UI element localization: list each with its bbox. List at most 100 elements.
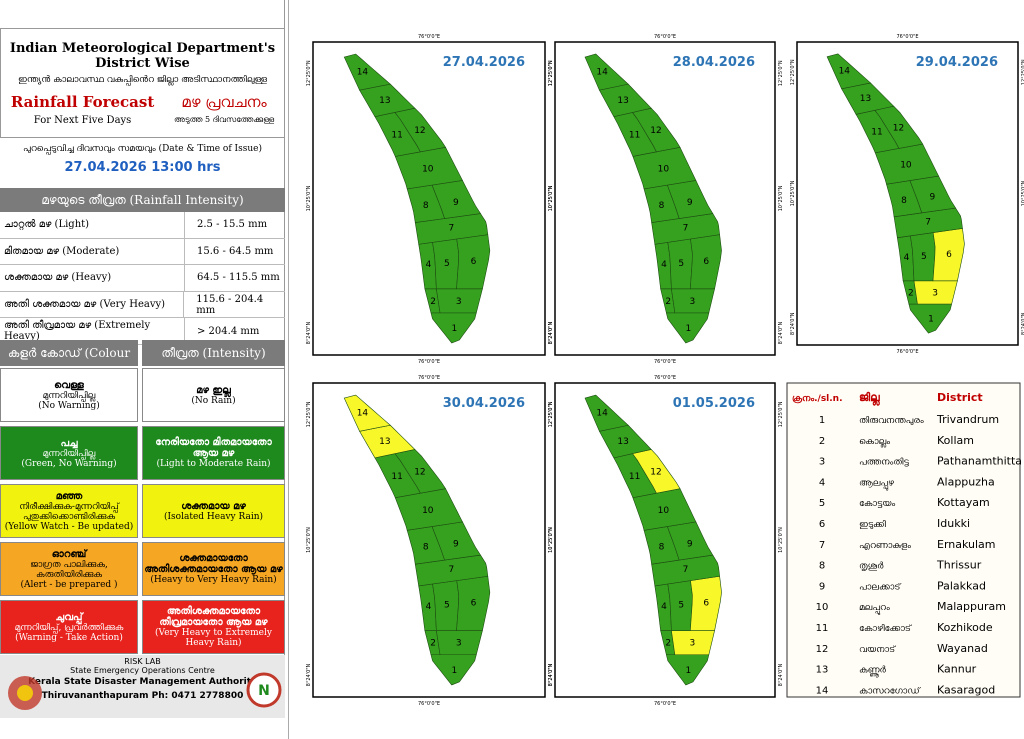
colour-row: പച്ച മുന്നറിയിപ്പില്ല (Green, No Warning) ന… [0,426,285,480]
lat-label: 8°24'0"N [306,322,312,345]
district-number: 14 [839,67,851,77]
colour-cell-text: നിരീക്ഷിക്കുക-മുന്നറിയിപ്പ് പുതുക്കിക്കൊ… [19,501,119,522]
district [665,654,710,686]
district [394,107,447,153]
colour-table: വെള്ള മുന്നറിയിപ്പില്ല (No Warning) മഴ ഇല്ല… [0,368,285,658]
intensity-row: ചാറ്റൽ മഴ (Light) 2.5 - 15.5 mm [0,212,285,239]
colour-row: ഓറഞ്ച് ജാഗ്രത പാലിക്കുക, കരുതിയിരിക്കുക (A… [0,542,285,596]
authority: Kerala State Disaster Management Authori… [28,677,257,687]
lat-label: 8°24'0"N [548,663,554,686]
district [632,449,681,494]
district-number: 4 [661,260,667,270]
lat-label: 12°25'0"N [778,60,784,86]
issue-label: പുറപ്പെടുവിച്ച ദിവസവും സമയവും (Date & Ti… [23,144,262,154]
district [343,53,391,91]
intensity-cell-text: (No Rain) [191,395,236,406]
district [651,213,720,245]
district-name: Kannur [937,663,977,676]
intensity-cell-text: ശക്തമായതോ അതിശക്തമായതോ ആയ മഴ [144,553,283,575]
colour-row: മഞ്ഞ നിരീക്ഷിക്കുക-മുന്നറിയിപ്പ് പുതുക്കി… [0,484,285,538]
risk-lab: RISK LAB [124,657,161,666]
ksdma-logo: N [246,672,282,708]
colour-cell-text: വെള്ള [54,379,84,391]
district-number: 13 [379,437,390,447]
district-number: 9 [453,539,459,549]
lat-label: 10°25'0"N [548,527,554,553]
colour-cell: പച്ച മുന്നറിയിപ്പില്ല (Green, No Warning) [0,426,138,480]
issue: പുറപ്പെടുവിച്ച ദിവസവും സമയവും (Date & Ti… [0,138,285,186]
colour-cell-text: മഞ്ഞ [55,490,83,502]
divider [288,0,289,739]
lon-label: 76°0'0"E [418,34,440,40]
map-date: 30.04.2026 [443,396,525,411]
intensity-cell: ശക്തമായതോ അതിശക്തമായതോ ആയ മഴ (Heavy to Ve… [142,542,285,596]
lat-label: 10°25'0"N [306,185,312,211]
lon-label: 76°0'0"E [654,375,676,381]
lat-label: 8°24'0"N [1021,312,1024,335]
district [394,488,463,531]
district-number: 5 [444,259,450,269]
colour-cell-text: പച്ച [60,437,78,449]
district-number: 11 [391,131,402,141]
district-number: 4 [426,602,432,612]
district-number: 9 [687,539,693,549]
lat-label: 10°25'0"N [548,185,554,211]
district-number: 2 [665,639,671,649]
district-number: 1 [685,666,691,676]
district-number: 9 [453,198,459,208]
colour-cell: ഓറഞ്ച് ജാഗ്രത പാലിക്കുക, കരുതിയിരിക്കുക (A… [0,542,138,596]
district-no: 8 [819,561,825,572]
district [598,424,652,459]
colour-cell-text: മുന്നറിയിപ്പ്, പ്രവർത്തിക്കുക [14,622,124,633]
colour-cell: ചുവപ്പ് മുന്നറിയിപ്പ്, പ്രവർത്തിക്കുക (War… [0,600,138,654]
intensity-name: ചാറ്റൽ മഴ (Light) [0,212,185,238]
district-number: 8 [659,543,665,553]
district [436,288,483,314]
district-number: 13 [617,437,628,447]
contact: Thiruvananthapuram Ph: 0471 2778800 [41,691,244,701]
lon-label: 76°0'0"E [418,701,440,707]
district [394,146,463,190]
district-number: 12 [893,123,904,133]
district [666,521,714,561]
lat-label: 8°24'0"N [548,322,554,345]
district-table-frame [786,382,1021,698]
district [414,554,489,587]
district-number: 6 [946,250,952,260]
district [584,394,629,432]
lon-label: 76°0'0"E [896,349,918,355]
intensity-cell: നേരിയതോ മിതമായതോ ആയ മഴ (Light to Moderate… [142,426,285,480]
district-number: 12 [650,467,661,477]
district-name: Idukki [937,517,970,530]
lat-label: 12°25'0"N [548,60,554,86]
lon-label: 76°0'0"E [654,34,676,40]
district [826,53,872,90]
district-number: 8 [423,201,429,211]
district-number: 12 [414,126,425,136]
district-no: 4 [819,477,825,488]
lat-label: 10°25'0"N [306,527,312,553]
svg-text:N: N [258,683,270,699]
district-number: 4 [661,602,667,612]
district [584,53,629,91]
intensity-name: അതി തീവ്രമായ മഴ (Extremely Heavy) [0,318,185,344]
intensity-name: ശക്തമായ മഴ (Heavy) [0,265,185,291]
map-date: 28.04.2026 [673,55,755,70]
district-number: 14 [357,408,369,418]
intensity-cell-text: (Heavy to Very Heavy Rain) [150,575,277,585]
intensity-range: > 204.4 mm [197,325,260,337]
district-number: 1 [928,315,934,325]
lat-label: 12°25'0"N [778,401,784,427]
title-ml: ഇന്ത്യൻ കാലാവസ്ഥ വകുപ്പിൻെറ ജില്ലാ അടിസ്… [18,75,267,85]
lat-label: 12°25'0"N [306,401,312,427]
district-number: 1 [452,324,458,334]
colour-row: ചുവപ്പ് മുന്നറിയിപ്പ്, പ്രവർത്തിക്കുക (War… [0,600,285,654]
lat-label: 8°24'0"N [548,322,554,345]
intensity-cell-text: അതിശക്തമായതോ തീവ്രമായതോ ആയ മഴ [159,606,268,628]
subtitle: Rainfall Forecast [10,93,155,111]
colour-cell-text: (Yellow Watch - Be updated) [4,521,134,532]
district [431,180,482,219]
district-number: 11 [629,131,640,141]
district-number: 14 [596,408,608,418]
